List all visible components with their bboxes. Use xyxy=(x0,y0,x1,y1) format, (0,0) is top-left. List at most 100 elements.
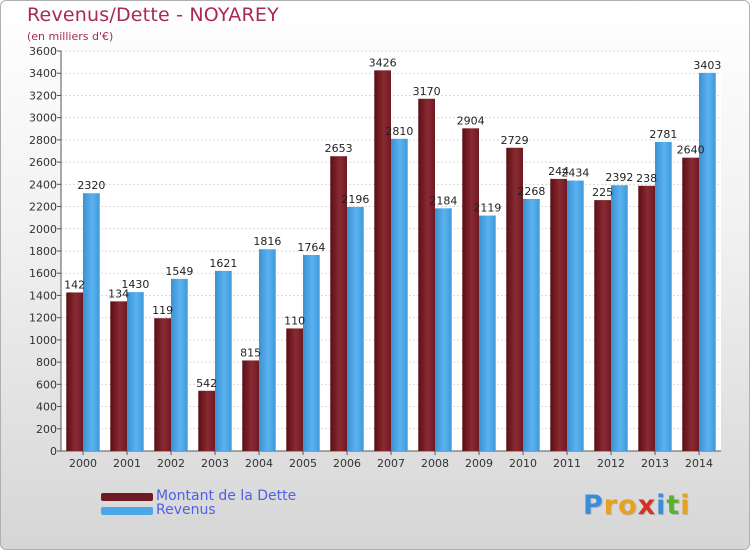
legend-label-revenue: Revenus xyxy=(156,502,216,518)
data-label-revenue: 2119 xyxy=(473,202,501,215)
data-label-revenue: 2196 xyxy=(341,193,369,206)
y-tick-label: 800 xyxy=(36,356,57,369)
data-label-debt: 134 xyxy=(108,287,129,300)
x-tick-label: 2011 xyxy=(553,457,581,470)
logo-letter: r xyxy=(603,490,619,521)
bar-debt xyxy=(242,360,259,451)
data-label-debt: 3426 xyxy=(369,56,397,69)
y-tick-label: 0 xyxy=(50,445,57,458)
data-label-debt: 244 xyxy=(548,165,569,178)
bar-revenue xyxy=(523,199,540,451)
data-label-revenue: 2434 xyxy=(561,167,589,180)
y-tick-label: 2000 xyxy=(29,223,57,236)
bar-debt xyxy=(418,98,435,452)
data-label-revenue: 1549 xyxy=(165,265,193,278)
data-label-revenue: 1621 xyxy=(209,257,237,270)
chart-title: Revenus/Dette - NOYAREY xyxy=(27,4,279,26)
data-label-revenue: 2810 xyxy=(385,125,413,138)
legend-swatch-revenue xyxy=(101,507,153,515)
y-tick-label: 200 xyxy=(36,423,57,436)
bar-revenue xyxy=(655,142,672,451)
y-tick-label: 1800 xyxy=(29,245,57,258)
y-tick-label: 1600 xyxy=(29,267,57,280)
bar-debt xyxy=(506,147,523,451)
bar-revenue xyxy=(611,185,628,451)
logo-letter: o xyxy=(618,490,638,521)
x-tick-label: 2012 xyxy=(597,457,625,470)
x-tick-label: 2010 xyxy=(509,457,537,470)
x-tick-label: 2003 xyxy=(201,457,229,470)
bar-debt xyxy=(110,301,127,451)
bar-debt xyxy=(66,292,83,451)
x-tick-label: 2002 xyxy=(157,457,185,470)
data-label-revenue: 2781 xyxy=(649,128,677,141)
bar-debt xyxy=(462,128,479,451)
logo-letter: i xyxy=(656,490,667,521)
x-tick-label: 2000 xyxy=(69,457,97,470)
data-label-revenue: 3403 xyxy=(693,59,721,72)
data-label-debt: 815 xyxy=(240,346,261,359)
logo-letter: i xyxy=(680,490,691,521)
bar-debt xyxy=(198,390,215,451)
legend-swatch-debt xyxy=(101,493,153,501)
bar-debt xyxy=(286,328,303,451)
y-tick-label: 1400 xyxy=(29,289,57,302)
bar-revenue xyxy=(171,278,188,451)
y-tick-label: 600 xyxy=(36,378,57,391)
data-label-revenue: 2392 xyxy=(605,171,633,184)
data-label-debt: 2653 xyxy=(325,142,353,155)
y-tick-label: 2800 xyxy=(29,134,57,147)
y-tick-label: 2600 xyxy=(29,156,57,169)
bar-debt xyxy=(550,178,567,451)
data-label-debt: 2904 xyxy=(457,114,485,127)
bar-revenue xyxy=(567,180,584,452)
bar-revenue xyxy=(699,72,716,451)
bar-revenue xyxy=(347,207,364,451)
bar-debt xyxy=(330,156,347,451)
data-label-revenue: 1816 xyxy=(253,235,281,248)
data-label-debt: 225 xyxy=(592,186,613,199)
y-tick-label: 3200 xyxy=(29,89,57,102)
bar-debt xyxy=(154,318,171,451)
logo-letter: P xyxy=(583,490,604,521)
bar-debt xyxy=(638,185,655,451)
logo-letter: t xyxy=(666,490,681,521)
x-tick-label: 2005 xyxy=(289,457,317,470)
y-tick-label: 2200 xyxy=(29,201,57,214)
x-tick-label: 2001 xyxy=(113,457,141,470)
proxiti-logo: Proxiti xyxy=(583,490,691,521)
chart-subtitle: (en milliers d'€) xyxy=(27,30,114,43)
data-label-revenue: 2320 xyxy=(77,179,105,192)
data-label-debt: 2640 xyxy=(677,144,705,157)
bar-revenue xyxy=(127,292,144,451)
x-tick-label: 2009 xyxy=(465,457,493,470)
bar-revenue xyxy=(215,270,232,451)
y-tick-label: 3400 xyxy=(29,67,57,80)
x-tick-label: 2008 xyxy=(421,457,449,470)
bar-revenue xyxy=(391,138,408,451)
data-label-debt: 110 xyxy=(284,314,305,327)
bar-debt xyxy=(594,200,611,451)
data-label-revenue: 2184 xyxy=(429,194,457,207)
bar-revenue xyxy=(303,255,320,451)
data-label-revenue: 1764 xyxy=(297,241,325,254)
y-tick-label: 3600 xyxy=(29,45,57,58)
data-label-debt: 142 xyxy=(64,278,85,291)
data-label-debt: 2729 xyxy=(501,134,529,147)
legend-label-debt: Montant de la Dette xyxy=(156,488,297,504)
bar-revenue xyxy=(435,208,452,451)
y-tick-label: 1000 xyxy=(29,334,57,347)
x-tick-label: 2004 xyxy=(245,457,273,470)
logo-letter: x xyxy=(637,490,657,521)
data-label-debt: 119 xyxy=(152,304,173,317)
bar-revenue xyxy=(83,193,100,451)
y-tick-label: 400 xyxy=(36,401,57,414)
data-label-debt: 542 xyxy=(196,377,217,390)
data-label-debt: 3170 xyxy=(413,85,441,98)
x-tick-label: 2007 xyxy=(377,457,405,470)
data-label-revenue: 1430 xyxy=(121,278,149,291)
x-tick-label: 2006 xyxy=(333,457,361,470)
bar-revenue xyxy=(479,215,496,451)
